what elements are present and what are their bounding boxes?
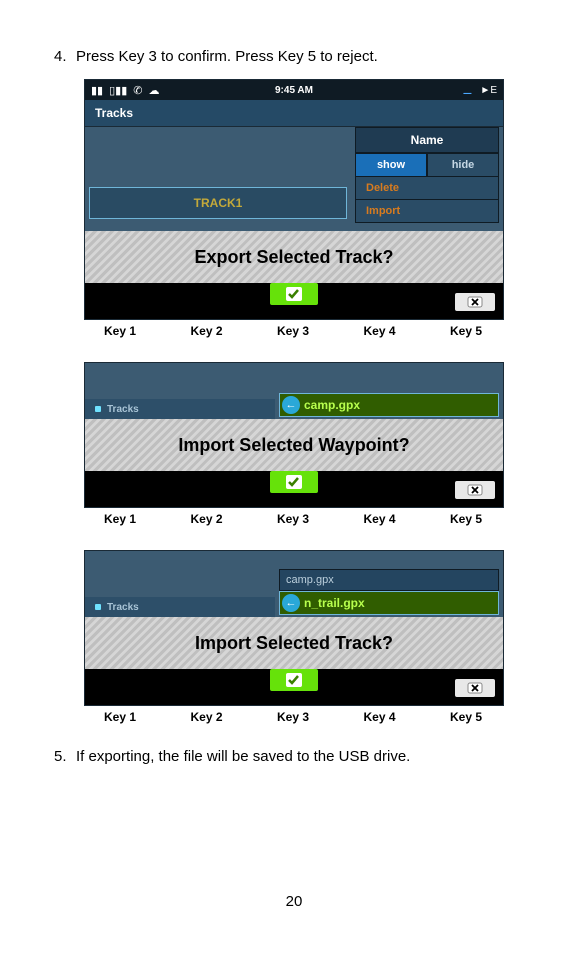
file-selected-3[interactable]: ← n_trail.gpx	[279, 591, 499, 615]
screen3-body: Tracks camp.gpx ← n_trail.gpx	[85, 551, 503, 617]
key2-label: Key 2	[177, 324, 237, 338]
x-icon	[467, 296, 483, 308]
confirm-button-3[interactable]	[270, 669, 318, 691]
key4-label: Key 4	[350, 512, 410, 526]
x-icon	[467, 682, 483, 694]
softkey-strip-2	[85, 471, 503, 507]
step-5: 5.If exporting, the file will be saved t…	[54, 748, 538, 765]
device-screen-3: Tracks camp.gpx ← n_trail.gpx Import Sel…	[84, 550, 504, 706]
menu-show[interactable]: show	[355, 153, 427, 177]
manual-page: 4.Press Key 3 to confirm. Press Key 5 to…	[0, 0, 588, 954]
x-icon	[467, 484, 483, 496]
key-labels-3: Key 1 Key 2 Key 3 Key 4 Key 5	[84, 710, 502, 724]
confirm-button[interactable]	[270, 283, 318, 305]
key5-label: Key 5	[436, 710, 496, 724]
title-3: Tracks	[107, 602, 139, 613]
file-2-label: camp.gpx	[304, 398, 360, 412]
confirm-button-2[interactable]	[270, 471, 318, 493]
track-label: TRACK1	[194, 196, 243, 210]
softkey-strip-1	[85, 283, 503, 319]
screenshot-3: Tracks camp.gpx ← n_trail.gpx Import Sel…	[84, 550, 502, 724]
file-list-2: ← camp.gpx	[279, 393, 499, 417]
file-3-label: n_trail.gpx	[304, 596, 365, 610]
prompt-3: Import Selected Track?	[195, 633, 393, 654]
bluetooth-icon: ⚊	[463, 84, 473, 97]
status-right-label: ►E	[480, 85, 497, 96]
prompt-1: Export Selected Track?	[194, 247, 393, 268]
screenshot-1: ▮▮ ▯▮▮ ✆ ☁ 9:45 AM ⚊ ►E Tracks TRACK1	[84, 79, 502, 338]
key1-label: Key 1	[90, 710, 150, 724]
title-bar-2: Tracks	[85, 399, 275, 419]
key2-label: Key 2	[177, 710, 237, 724]
step-4-text: Press Key 3 to confirm. Press Key 5 to r…	[76, 48, 378, 65]
track-row[interactable]: TRACK1	[89, 187, 347, 219]
screen2-body: Tracks ← camp.gpx	[85, 363, 503, 419]
page-number: 20	[0, 893, 588, 910]
key4-label: Key 4	[350, 324, 410, 338]
key4-label: Key 4	[350, 710, 410, 724]
device-screen-2: Tracks ← camp.gpx Import Selected Waypoi…	[84, 362, 504, 508]
menu-row-showhide: show hide	[355, 153, 499, 177]
key-labels-2: Key 1 Key 2 Key 3 Key 4 Key 5	[84, 512, 502, 526]
title-2: Tracks	[107, 404, 139, 415]
key1-label: Key 1	[90, 512, 150, 526]
screen1-body: TRACK1 Name show hide Delete Import	[85, 127, 503, 231]
file-selected-2[interactable]: ← camp.gpx	[279, 393, 499, 417]
status-time: 9:45 AM	[85, 85, 503, 96]
check-icon	[284, 474, 304, 490]
back-arrow-icon: ←	[282, 396, 300, 414]
prompt-area-2: Import Selected Waypoint?	[85, 419, 503, 471]
key3-label: Key 3	[263, 710, 323, 724]
device-screen-1: ▮▮ ▯▮▮ ✆ ☁ 9:45 AM ⚊ ►E Tracks TRACK1	[84, 79, 504, 320]
title-dot-icon	[95, 406, 101, 412]
reject-button-2[interactable]	[455, 481, 495, 499]
key5-label: Key 5	[436, 512, 496, 526]
step-4-number: 4.	[54, 48, 76, 65]
step-4: 4.Press Key 3 to confirm. Press Key 5 to…	[54, 48, 538, 65]
key2-label: Key 2	[177, 512, 237, 526]
reject-button[interactable]	[455, 293, 495, 311]
key1-label: Key 1	[90, 324, 150, 338]
title-dot-icon	[95, 604, 101, 610]
prompt-area-1: Export Selected Track?	[85, 231, 503, 283]
menu-delete[interactable]: Delete	[355, 177, 499, 200]
file-top-label: camp.gpx	[286, 574, 334, 586]
reject-button-3[interactable]	[455, 679, 495, 697]
prompt-area-3: Import Selected Track?	[85, 617, 503, 669]
title-bar-3: Tracks	[85, 597, 275, 617]
step-5-text: If exporting, the file will be saved to …	[76, 748, 410, 765]
menu-import[interactable]: Import	[355, 200, 499, 223]
status-bar: ▮▮ ▯▮▮ ✆ ☁ 9:45 AM ⚊ ►E	[85, 80, 503, 100]
key-labels-1: Key 1 Key 2 Key 3 Key 4 Key 5	[84, 324, 502, 338]
prompt-2: Import Selected Waypoint?	[178, 435, 409, 456]
file-list-3: camp.gpx ← n_trail.gpx	[279, 569, 499, 615]
back-arrow-icon: ←	[282, 594, 300, 612]
softkey-strip-3	[85, 669, 503, 705]
key3-label: Key 3	[263, 512, 323, 526]
title-1: Tracks	[95, 106, 133, 120]
status-right: ⚊ ►E	[463, 84, 497, 97]
check-icon	[284, 672, 304, 688]
step-5-number: 5.	[54, 748, 76, 765]
menu-header: Name	[355, 127, 499, 153]
key5-label: Key 5	[436, 324, 496, 338]
check-icon	[284, 286, 304, 302]
screenshot-2: Tracks ← camp.gpx Import Selected Waypoi…	[84, 362, 502, 526]
key3-label: Key 3	[263, 324, 323, 338]
file-header-3: camp.gpx	[279, 569, 499, 591]
title-bar-1: Tracks	[85, 100, 503, 127]
context-menu: Name show hide Delete Import	[355, 127, 499, 223]
menu-hide[interactable]: hide	[427, 153, 499, 177]
